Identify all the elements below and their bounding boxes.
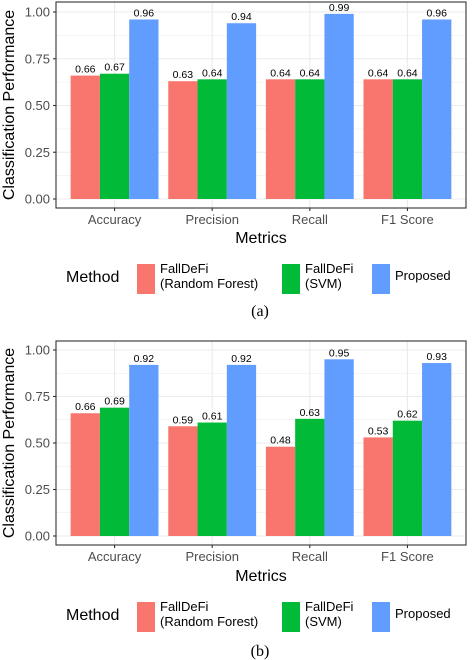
legend-label: (Random Forest) <box>160 276 258 291</box>
bar <box>422 363 452 536</box>
data-label: 0.63 <box>173 69 194 81</box>
legend-label: (SVM) <box>305 614 342 629</box>
data-label: 0.48 <box>270 435 291 447</box>
legend-label: FallDeFi <box>305 599 354 614</box>
data-label: 0.64 <box>270 67 291 79</box>
y-tick-label: 0.50 <box>25 436 50 451</box>
data-label: 0.94 <box>231 11 252 23</box>
bar <box>324 359 354 536</box>
bar <box>363 437 393 536</box>
x-tick-label: Recall <box>292 212 328 227</box>
data-label: 0.53 <box>368 425 389 437</box>
bar <box>363 79 393 199</box>
bar <box>422 19 452 200</box>
bar <box>129 19 159 200</box>
bar <box>265 446 296 536</box>
data-label: 0.64 <box>202 67 223 79</box>
y-tick-label: 0.00 <box>25 192 50 207</box>
x-tick-label: F1 Score <box>381 549 434 564</box>
bar <box>392 79 423 199</box>
y-tick-label: 1.00 <box>25 343 50 358</box>
y-tick-label: 0.50 <box>25 98 50 113</box>
legend-key <box>282 264 300 294</box>
legend-key <box>372 602 390 632</box>
legend-label: Proposed <box>395 606 451 621</box>
data-label: 0.69 <box>104 396 125 408</box>
y-tick-label: 0.25 <box>25 482 50 497</box>
data-label: 0.64 <box>300 67 321 79</box>
bar <box>226 364 257 536</box>
bar <box>129 364 159 536</box>
y-tick-label: 0.00 <box>25 529 50 544</box>
bar <box>197 79 227 199</box>
bar <box>295 418 325 536</box>
bar <box>197 422 227 536</box>
bar <box>99 73 130 199</box>
bar <box>226 23 257 199</box>
y-axis-title: Classification Performance <box>1 348 18 538</box>
data-label: 0.61 <box>202 411 223 423</box>
data-label: 0.99 <box>329 2 350 14</box>
legend-key <box>137 602 155 632</box>
chart-panel-b: 0.66 0.59 0.48 0.53 0.69 0.61 0.63 0.62 0.92 0.92… <box>1 340 467 660</box>
data-label: 0.92 <box>134 353 155 365</box>
panel-caption: (a) <box>251 303 269 320</box>
chart-panel-a: 0.66 0.63 0.64 0.64 0.67 0.64 0.64 0.64 0.96 0.94… <box>1 1 467 320</box>
bar <box>265 79 296 199</box>
x-tick-label: F1 Score <box>381 212 434 227</box>
bar <box>168 426 198 536</box>
x-tick-label: Recall <box>292 549 328 564</box>
y-tick-label: 0.25 <box>25 145 50 160</box>
x-tick-label: Accuracy <box>88 549 142 564</box>
y-axis-title: Classification Performance <box>1 10 18 200</box>
data-label: 0.62 <box>397 409 418 421</box>
data-label: 0.59 <box>173 414 194 426</box>
x-axis-title: Metrics <box>235 230 287 247</box>
legend-label: FallDeFi <box>160 261 209 276</box>
legend-label: (SVM) <box>305 276 342 291</box>
legend-key <box>282 602 300 632</box>
bar <box>70 75 100 199</box>
legend-label: Proposed <box>395 268 451 283</box>
y-tick-label: 0.75 <box>25 389 50 404</box>
legend-label: FallDeFi <box>160 599 209 614</box>
bar <box>324 13 354 200</box>
legend-key <box>372 264 390 294</box>
y-tick-label: 1.00 <box>25 5 50 20</box>
panel-caption: (b) <box>251 643 270 660</box>
x-tick-label: Accuracy <box>88 212 142 227</box>
bar <box>392 420 423 536</box>
data-label: 0.96 <box>426 7 447 19</box>
legend-title: Method <box>66 269 119 286</box>
x-tick-label: Precision <box>185 549 238 564</box>
legend-label: (Random Forest) <box>160 614 258 629</box>
bar <box>295 79 325 199</box>
bar <box>70 413 100 536</box>
legend-title: Method <box>66 607 119 624</box>
data-label: 0.92 <box>231 353 252 365</box>
legend-key <box>137 264 155 294</box>
x-tick-label: Precision <box>185 212 238 227</box>
bar <box>99 407 130 536</box>
x-axis-title: Metrics <box>235 568 287 585</box>
y-tick-label: 0.75 <box>25 51 50 66</box>
data-label: 0.96 <box>134 7 155 19</box>
data-label: 0.66 <box>75 401 96 413</box>
data-label: 0.64 <box>368 67 389 79</box>
data-label: 0.95 <box>329 347 350 359</box>
legend-label: FallDeFi <box>305 261 354 276</box>
data-label: 0.93 <box>426 351 447 363</box>
data-label: 0.63 <box>300 407 321 419</box>
data-label: 0.66 <box>75 64 96 76</box>
bar <box>168 81 198 199</box>
data-label: 0.67 <box>104 62 125 74</box>
data-label: 0.64 <box>397 67 418 79</box>
